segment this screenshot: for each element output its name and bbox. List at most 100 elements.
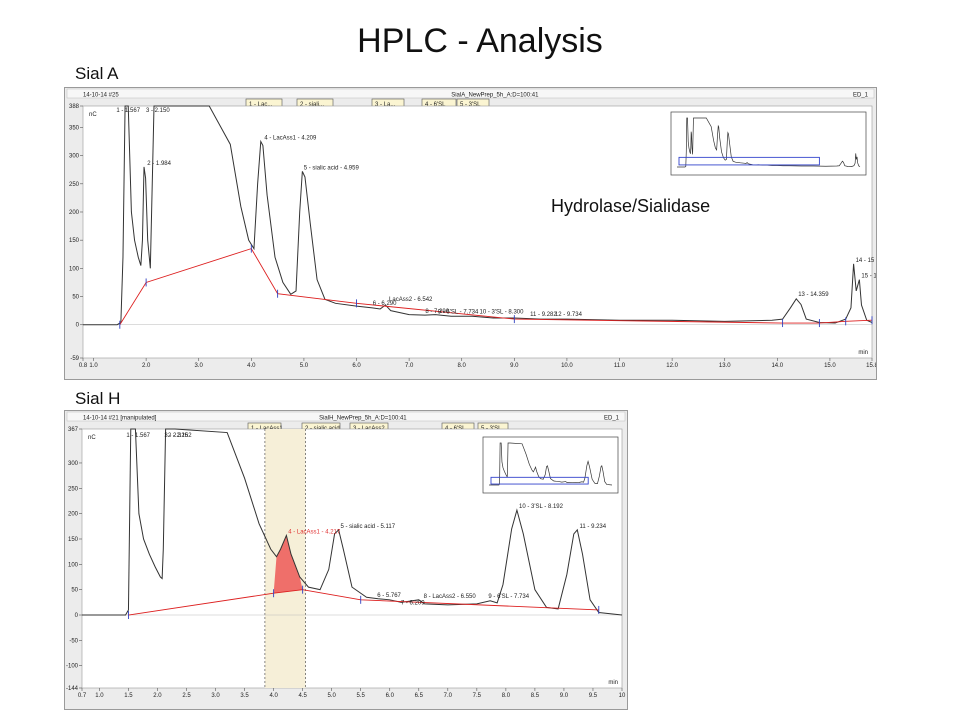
header-left-text: 14-10-14 #25 bbox=[83, 93, 119, 99]
y-tick-label: 200 bbox=[68, 512, 79, 518]
x-tick-label: 6.0 bbox=[386, 693, 395, 699]
x-tick-label: 7.0 bbox=[444, 693, 453, 699]
y-tick-label: 150 bbox=[68, 537, 79, 543]
peak-tab-label: 3 - La... bbox=[375, 102, 396, 108]
y-tick-label: 50 bbox=[72, 295, 79, 301]
x-tick-label: 3.5 bbox=[240, 693, 249, 699]
y-axis-unit: nC bbox=[88, 435, 96, 441]
peak-tab-label: 4 - 6'SL bbox=[425, 102, 446, 108]
peak-label: 11 - 9.282 bbox=[530, 312, 557, 318]
y-tick-label: 300 bbox=[69, 154, 80, 160]
overview-inset bbox=[482, 436, 619, 494]
y-axis-unit: nC bbox=[89, 112, 97, 118]
x-tick-label: 3.0 bbox=[195, 363, 204, 369]
x-tick-label: 4.0 bbox=[269, 693, 278, 699]
chromatogram-trace bbox=[82, 428, 623, 616]
y-tick-label: 50 bbox=[71, 588, 78, 594]
y-tick-label: -50 bbox=[69, 638, 78, 644]
y-tick-label: -59 bbox=[70, 356, 79, 362]
x-tick-label: 14.0 bbox=[771, 363, 783, 369]
chromatogram-panel-sial-h: 14-10-14 #21 [manipulated] SialH_NewPrep_… bbox=[64, 410, 628, 710]
peak-label: 12 - 9.734 bbox=[555, 312, 583, 318]
y-tick-label: 200 bbox=[69, 210, 80, 216]
x-tick-label: 7.0 bbox=[405, 363, 414, 369]
peak-label: 15 - 1 bbox=[861, 274, 876, 280]
peak-label: 2 - 1.984 bbox=[147, 161, 171, 167]
x-tick-label: 6.5 bbox=[415, 693, 424, 699]
peak-label: 1 - 1.567 bbox=[126, 433, 150, 439]
x-tick-label: 1.0 bbox=[89, 363, 98, 369]
peak-label: 6 - 6.290 bbox=[373, 301, 397, 307]
panel-a-caption: Sial A bbox=[75, 64, 119, 83]
peak-label: 9 - 6'SL - 7.734 bbox=[438, 310, 479, 316]
x-tick-label: 15.0 bbox=[824, 363, 836, 369]
y-tick-label: 350 bbox=[69, 125, 80, 131]
x-tick-label: 10 bbox=[619, 693, 626, 699]
x-tick-label: 4.0 bbox=[247, 363, 256, 369]
peak-label: 5 - sialic acid - 5.117 bbox=[340, 524, 395, 530]
overview-trace bbox=[489, 442, 613, 486]
peak-label: 4 - LacAss1 - 4.209 bbox=[264, 136, 317, 142]
x-tick-label: 0.8 bbox=[79, 363, 88, 369]
x-tick-label: 11.0 bbox=[614, 363, 626, 369]
y-tick-label: 150 bbox=[69, 238, 80, 244]
x-tick-label: 5.5 bbox=[357, 693, 366, 699]
header-bar bbox=[66, 411, 626, 422]
header-center-text: SialA_NewPrep_5h_A:D=100:41 bbox=[451, 93, 539, 99]
chromatogram-trace bbox=[83, 105, 873, 326]
x-tick-label: 9.5 bbox=[589, 693, 598, 699]
y-tick-label: 388 bbox=[69, 104, 80, 110]
hydrolase-annotation: Hydrolase/Sialidase bbox=[551, 196, 711, 216]
x-tick-label: 8.5 bbox=[531, 693, 540, 699]
x-tick-label: 6.0 bbox=[352, 363, 361, 369]
header-right-text: ED_1 bbox=[604, 416, 620, 422]
peak-tab-label: 2 - siali... bbox=[300, 102, 324, 108]
x-tick-label: 2.5 bbox=[182, 693, 191, 699]
peak-label: 7 - 6.209 bbox=[401, 600, 425, 606]
chromatogram-sial-h: 14-10-14 #21 [manipulated] SialH_NewPrep_… bbox=[66, 411, 626, 699]
peak-label: 3 - 2.325 bbox=[164, 433, 188, 439]
chromatogram-panel-sial-a: 14-10-14 #25 SialA_NewPrep_5h_A:D=100:41 E… bbox=[64, 87, 877, 380]
x-tick-label: 12.0 bbox=[666, 363, 678, 369]
chromatogram-sial-a: 14-10-14 #25 SialA_NewPrep_5h_A:D=100:41 E… bbox=[66, 88, 876, 369]
peak-label: 5 - sialic acid - 4.959 bbox=[304, 165, 360, 171]
panel-h-caption: Sial H bbox=[75, 389, 121, 408]
peak-label: 8 - LacAss2 - 6.550 bbox=[424, 594, 477, 600]
x-tick-label: 13.0 bbox=[719, 363, 731, 369]
slide-title: HPLC - Analysis bbox=[357, 22, 603, 60]
peak-label: 6 - 5.767 bbox=[377, 593, 401, 599]
y-tick-label: 250 bbox=[69, 182, 80, 188]
y-tick-label: -144 bbox=[66, 686, 79, 692]
peak-label: 2 - 2.162 bbox=[168, 433, 192, 439]
header-center-text: SialH_NewPrep_5h_A:D=100:41 bbox=[319, 416, 407, 422]
y-tick-label: 0 bbox=[75, 613, 79, 619]
peak-label: 4 - LacAss1 - 4.217 bbox=[288, 529, 341, 535]
x-axis-unit: min bbox=[608, 680, 618, 686]
peak-label: 14 - 15 bbox=[856, 258, 875, 264]
peak-label: LacAss2 - 6.542 bbox=[389, 297, 433, 303]
y-tick-label: 367 bbox=[68, 427, 79, 433]
x-tick-label: 5.0 bbox=[328, 693, 337, 699]
x-tick-label: 9.0 bbox=[560, 693, 569, 699]
x-tick-label: 15.8 bbox=[866, 363, 876, 369]
peak-tab-label: 5 - 3'SL bbox=[460, 102, 481, 108]
x-tick-label: 8.0 bbox=[502, 693, 511, 699]
peak-label: 8 - 7.290 bbox=[425, 309, 449, 315]
x-tick-label: 5.0 bbox=[300, 363, 309, 369]
integrated-peak-fill bbox=[273, 535, 303, 594]
peak-label: 1 - 1.567 bbox=[116, 108, 140, 114]
peak-label: 11 - 9.234 bbox=[580, 524, 607, 530]
overview-zoom-box bbox=[678, 156, 820, 166]
header-bar bbox=[66, 88, 875, 99]
peak-label: 13 - 14.359 bbox=[798, 292, 829, 298]
x-tick-label: 3.0 bbox=[211, 693, 220, 699]
peak-label: 3 - 2.150 bbox=[146, 108, 170, 114]
y-tick-label: 0 bbox=[76, 323, 80, 329]
integration-baseline bbox=[119, 248, 873, 325]
x-tick-label: 7.5 bbox=[473, 693, 482, 699]
x-tick-label: 10.0 bbox=[561, 363, 573, 369]
peak-label: 10 - 3'SL - 8.192 bbox=[519, 504, 564, 510]
header-left-text: 14-10-14 #21 [manipulated] bbox=[83, 416, 157, 422]
peak-label: 10 - 3'SL - 8.300 bbox=[480, 309, 525, 315]
x-tick-label: 2.0 bbox=[153, 693, 162, 699]
